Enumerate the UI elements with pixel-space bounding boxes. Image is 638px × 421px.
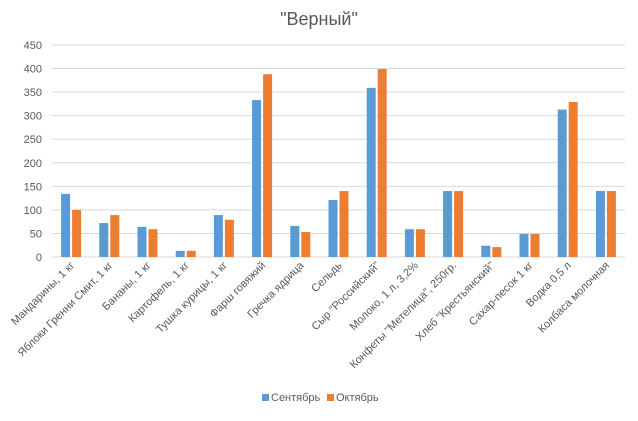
y-tick-label: 300 (24, 111, 42, 123)
y-tick-label: 200 (24, 158, 42, 170)
bar-september (61, 193, 71, 257)
bar-october (224, 219, 234, 257)
bar-september (213, 215, 223, 257)
bar-september (137, 226, 147, 257)
bar-september (290, 225, 300, 257)
y-tick-label: 150 (24, 181, 42, 193)
bar-october (415, 229, 425, 257)
bar-september (481, 245, 491, 257)
legend-swatch (327, 394, 334, 401)
y-tick-label: 350 (24, 87, 42, 99)
y-tick-label: 400 (24, 64, 42, 76)
x-tick-label: Сахар-песок 1 кг (467, 260, 536, 329)
x-tick-label: Сельдь (309, 259, 345, 295)
legend-swatch (262, 394, 269, 401)
y-axis-ticks: 0 50 100 150 200 250 300 350 400 450 (24, 40, 42, 264)
bar-september (252, 100, 262, 258)
bar-september (328, 199, 338, 257)
bar-october (606, 191, 616, 257)
bar-october (530, 233, 540, 257)
bar-september (519, 233, 529, 257)
y-tick-label: 50 (30, 228, 42, 240)
x-tick-label: Молоко, 1 л, 3,2% (348, 259, 422, 333)
bar-october (110, 215, 120, 257)
x-tick-label: Сыр "Российский" (309, 260, 382, 333)
bars (61, 69, 616, 258)
bar-september (595, 191, 605, 257)
x-tick-label: Колбаса молочная (536, 260, 612, 336)
bar-october (148, 229, 158, 257)
bar-september (443, 191, 453, 257)
legend: Сентябрь Октябрь (262, 392, 379, 404)
bar-october (454, 191, 464, 257)
bar-october (263, 74, 273, 257)
bar-september (404, 229, 414, 257)
y-tick-label: 0 (36, 252, 42, 264)
bar-october (72, 209, 82, 257)
bar-september (175, 250, 185, 257)
y-tick-label: 250 (24, 134, 42, 146)
bar-october (301, 232, 311, 257)
y-tick-label: 450 (24, 40, 42, 52)
bar-september (99, 223, 109, 257)
gridlines (52, 44, 625, 258)
x-tick-label: Тушка курицы, 1 кг (154, 260, 230, 336)
y-tick-label: 100 (24, 205, 42, 217)
bar-october (492, 247, 502, 257)
bar-september (557, 109, 567, 257)
legend-label: Октябрь (336, 392, 379, 404)
x-tick-label: Мандарины, 1 кг (9, 260, 77, 328)
bar-september (366, 87, 376, 257)
legend-label: Сентябрь (271, 392, 321, 404)
bar-october (339, 191, 349, 257)
bar-october (186, 250, 196, 257)
bar-october (377, 69, 387, 257)
chart-title: "Верный" (280, 9, 358, 29)
bar-october (568, 102, 578, 257)
